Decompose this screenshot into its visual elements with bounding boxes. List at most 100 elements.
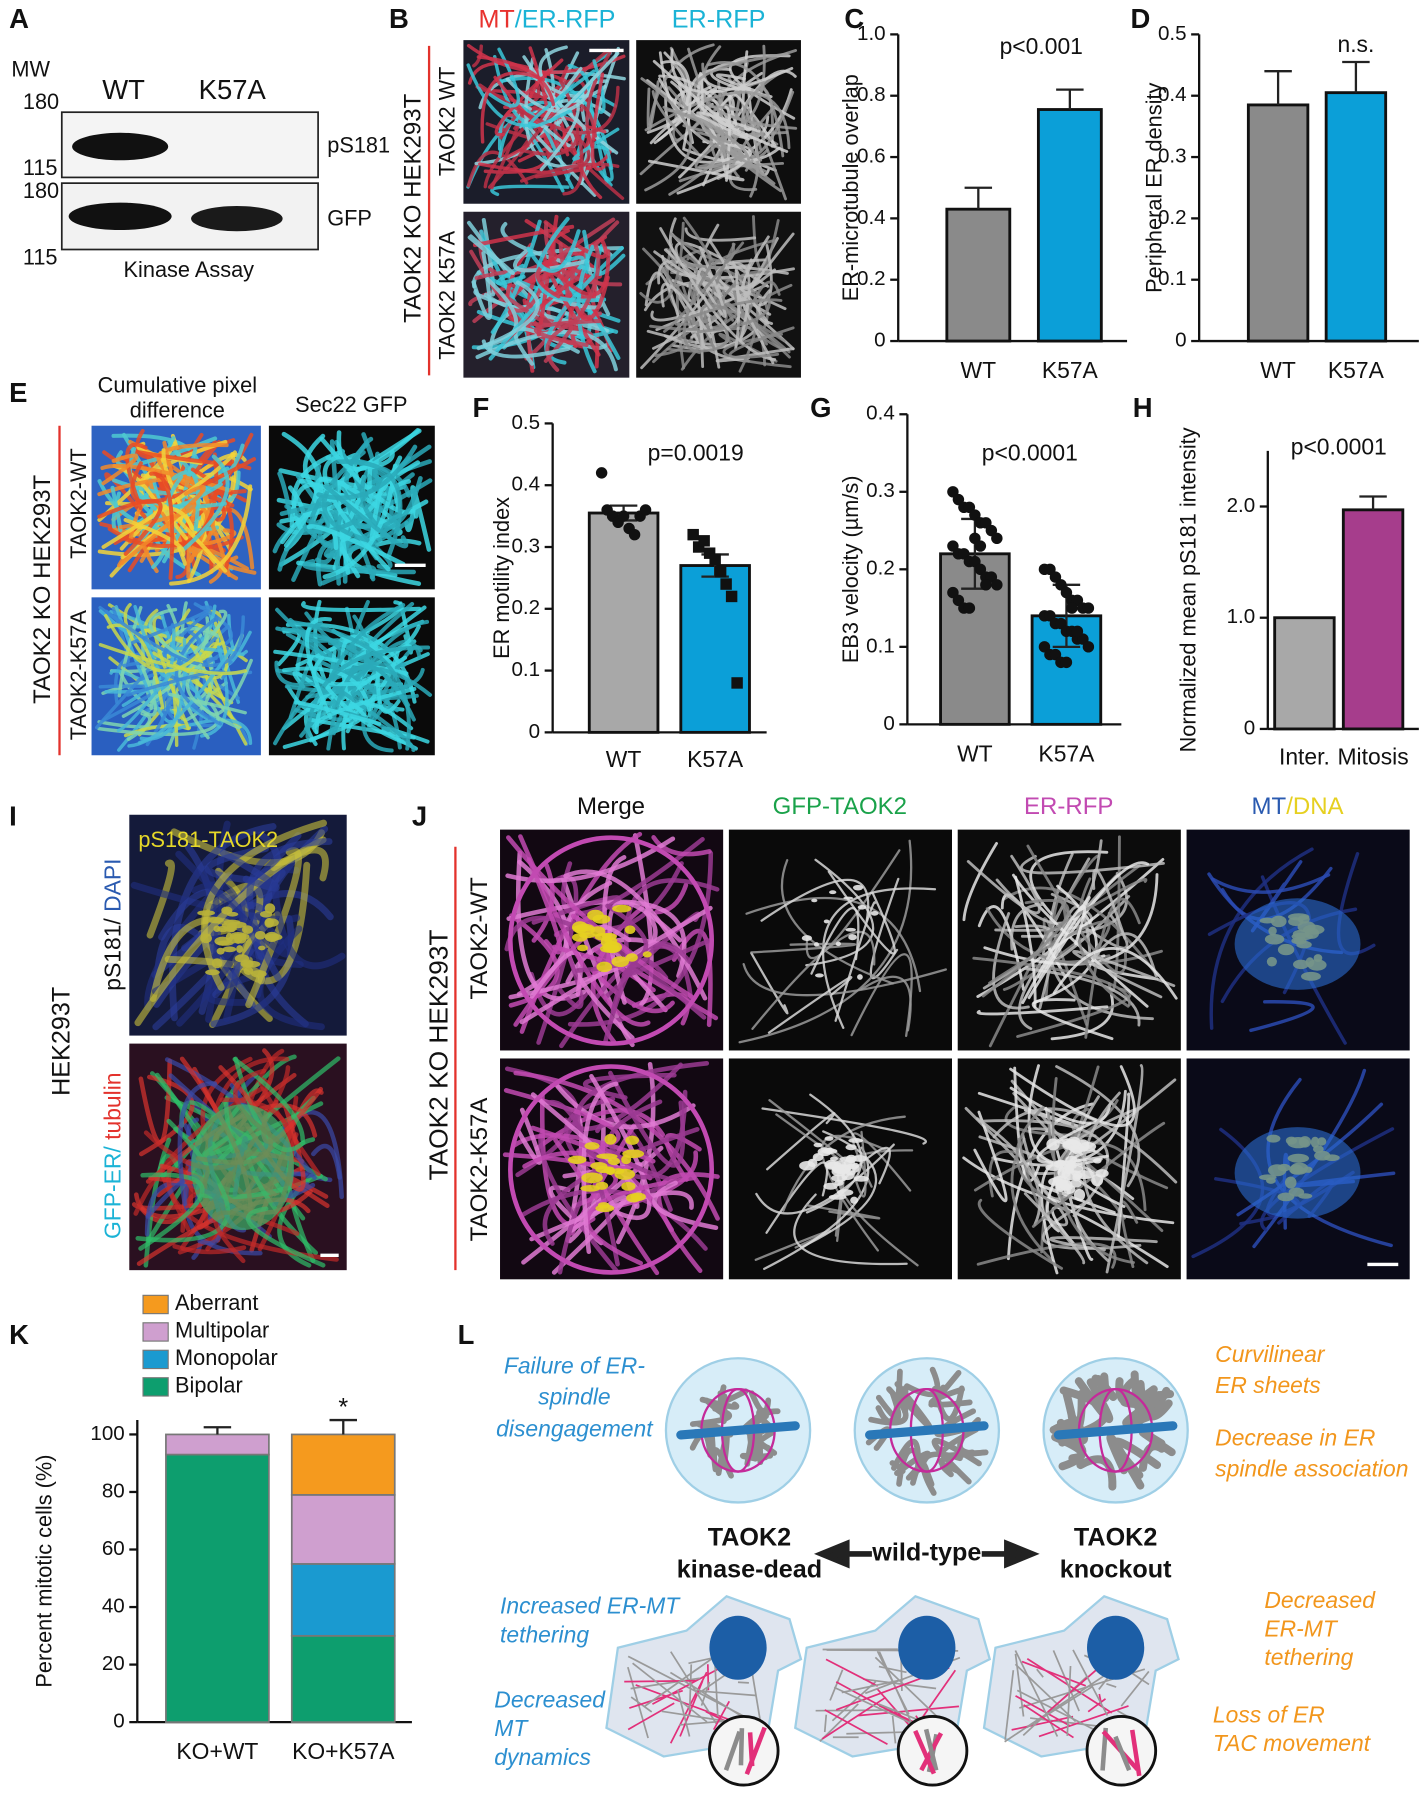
label: MT/DNA: [1252, 793, 1344, 820]
er-mt: [1131, 1672, 1150, 1686]
micrograph-strand: [111, 606, 130, 664]
micrograph-strand: [696, 295, 771, 334]
label: MW: [11, 57, 50, 82]
chromosomes: [676, 1421, 800, 1440]
label: HEK293T: [48, 987, 76, 1096]
micrograph-strand: [696, 85, 789, 153]
micrograph-strand: [988, 854, 1100, 1048]
label: tethering: [500, 1621, 589, 1647]
micrograph-strand: [204, 845, 270, 885]
annotation: p<0.0001: [982, 439, 1078, 465]
blob: [845, 1156, 853, 1163]
micrograph-strand: [279, 502, 326, 517]
micrograph-strand: [505, 77, 598, 113]
x-tick-label: K57A: [1328, 357, 1385, 383]
micrograph-strand: [590, 968, 675, 1014]
data-point: [720, 578, 732, 590]
label-part: ER-RFP: [1024, 793, 1113, 820]
label: TAOK2-K57A: [466, 1098, 493, 1242]
arrow: [981, 1539, 1040, 1569]
data-point: [963, 602, 976, 614]
blob: [828, 1194, 847, 1200]
micrograph-strand: [481, 339, 571, 359]
micrograph-strand: [750, 942, 857, 954]
micrograph-strand: [983, 873, 1159, 966]
data-point: [1071, 625, 1084, 638]
er-mt: [627, 1702, 675, 1731]
er-mt: [676, 1689, 691, 1737]
label-part: /DNA: [1286, 793, 1343, 820]
er-mt: [1047, 1667, 1099, 1713]
bar: [1036, 108, 1103, 343]
blob: [801, 935, 813, 942]
micrograph-strand: [163, 506, 194, 531]
y-tick-label: 0.2: [1158, 206, 1187, 229]
er-mt: [841, 1678, 904, 1694]
blob: [572, 925, 594, 932]
micrograph-strand: [476, 280, 540, 351]
er-mt: [629, 1689, 683, 1709]
micrograph-strand: [305, 617, 333, 720]
er-mt: [1021, 1660, 1087, 1687]
label: TAOK2: [708, 1524, 791, 1552]
label-part: pS181/: [99, 912, 125, 991]
micrograph-strand: [496, 263, 526, 286]
er-mt: [1066, 1665, 1072, 1736]
micrograph-strand: [697, 246, 727, 318]
micrograph-strand: [286, 619, 411, 751]
er-mt: [1015, 1695, 1071, 1727]
blob: [823, 919, 830, 924]
blob: [197, 910, 215, 916]
micrograph-strand: [1027, 1064, 1103, 1166]
label: Cumulative pixel: [98, 373, 257, 398]
blob: [1069, 1179, 1082, 1188]
y-axis-label: Percent mitotic cells (%): [32, 1455, 57, 1688]
legend-label: Multipolar: [175, 1318, 269, 1343]
y-tick-label: 60: [102, 1537, 125, 1560]
blob: [259, 910, 273, 918]
label-part: GFP-TAOK2: [773, 793, 907, 820]
micrograph-strand: [763, 1146, 870, 1271]
label: pS181/ DAPI: [99, 858, 125, 990]
micrograph-strand: [1042, 1199, 1142, 1250]
legend-label: Aberrant: [175, 1290, 258, 1315]
micrograph-strand: [529, 1190, 694, 1242]
micrograph-strand: [542, 1127, 700, 1246]
micrograph-strand: [177, 1081, 218, 1207]
micrograph-strand: [1211, 873, 1331, 894]
label: MT: [494, 1715, 529, 1741]
micrograph-strand: [181, 454, 230, 552]
blob: [236, 945, 244, 953]
blob: [813, 1142, 823, 1148]
micrograph-strand: [305, 645, 431, 739]
micrograph-strand: [467, 234, 515, 276]
er-mt: [670, 1651, 718, 1725]
micrograph-strand: [1024, 967, 1141, 1027]
blob: [1095, 1169, 1109, 1178]
micrograph-strand: [516, 1107, 543, 1165]
micrograph-strand: [1023, 1192, 1086, 1265]
micrograph-strand: [1010, 903, 1044, 951]
micrograph-strand: [581, 1081, 619, 1254]
micrograph-strand: [962, 841, 999, 922]
micrograph-strand: [1050, 993, 1114, 1041]
er-mt: [862, 1678, 937, 1690]
er-mt: [1014, 1663, 1077, 1723]
label: TAC movement: [1213, 1730, 1372, 1756]
label-part: GFP-ER/: [99, 1140, 125, 1239]
label: 180: [23, 89, 59, 114]
micrograph-strand: [538, 1132, 619, 1274]
blob: [241, 925, 254, 934]
blob: [823, 1182, 838, 1190]
micrograph-strand: [660, 282, 713, 339]
micrograph-strand: [1026, 844, 1128, 974]
micrograph-strand: [615, 1061, 656, 1245]
micrograph-strand: [810, 907, 860, 975]
micrograph-strand: [574, 275, 610, 321]
label-part: Merge: [577, 793, 645, 820]
micrograph-strand: [1249, 1000, 1315, 1033]
label: Failure of ER-: [504, 1352, 645, 1378]
micrograph-strand: [149, 471, 175, 581]
label: pS181-TAOK2: [138, 827, 278, 852]
micrograph-strand: [583, 1072, 677, 1100]
